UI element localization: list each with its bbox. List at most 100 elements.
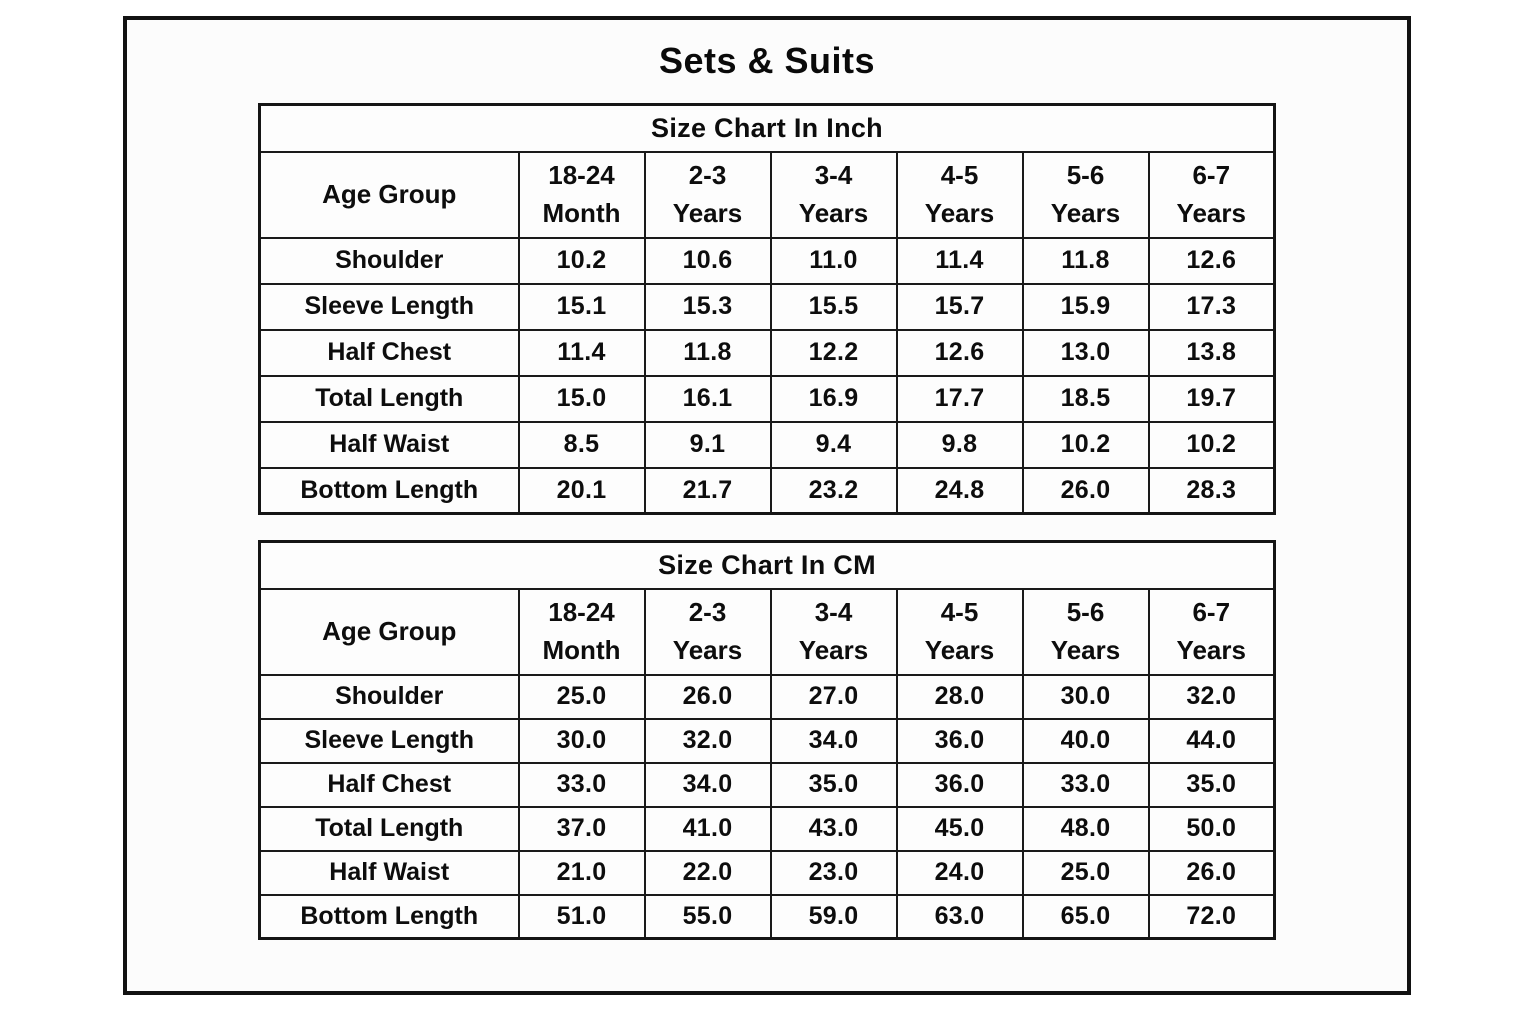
table-row: Sleeve Length 30.0 32.0 34.0 36.0 40.0 44.0 (258, 717, 1276, 764)
row-label: Total Length (258, 374, 520, 423)
value-cell: 40.0 (1021, 717, 1150, 764)
value-cell: 34.0 (769, 717, 898, 764)
table-row: Shoulder 25.0 26.0 27.0 28.0 30.0 32.0 (258, 673, 1276, 720)
value-cell: 9.4 (769, 420, 898, 469)
column-header: 4-5 Years (895, 150, 1024, 239)
value-cell: 17.7 (895, 374, 1024, 423)
value-cell: 33.0 (1021, 761, 1150, 808)
column-header: 2-3 Years (643, 587, 772, 676)
value-cell: 51.0 (517, 893, 646, 940)
column-header: 5-6 Years (1021, 587, 1150, 676)
value-cell: 36.0 (895, 717, 1024, 764)
value-cell: 20.1 (517, 466, 646, 515)
column-header-row: Age Group 18-24 Month 2-3 Years 3-4 Years 4-… (258, 150, 1276, 239)
value-cell: 21.0 (517, 849, 646, 896)
value-cell: 35.0 (1147, 761, 1276, 808)
value-cell: 15.9 (1021, 282, 1150, 331)
row-label: Shoulder (258, 236, 520, 285)
value-cell: 65.0 (1021, 893, 1150, 940)
table-row: Bottom Length 51.0 55.0 59.0 63.0 65.0 72.0 (258, 893, 1276, 940)
table-row: Shoulder 10.2 10.6 11.0 11.4 11.8 12.6 (258, 236, 1276, 285)
value-cell: 19.7 (1147, 374, 1276, 423)
value-cell: 25.0 (517, 673, 646, 720)
value-cell: 30.0 (1021, 673, 1150, 720)
column-header: 5-6 Years (1021, 150, 1150, 239)
column-header: 4-5 Years (895, 587, 1024, 676)
value-cell: 37.0 (517, 805, 646, 852)
value-cell: 63.0 (895, 893, 1024, 940)
value-cell: 24.0 (895, 849, 1024, 896)
value-cell: 27.0 (769, 673, 898, 720)
table-row: Half Waist 8.5 9.1 9.4 9.8 10.2 10.2 (258, 420, 1276, 469)
value-cell: 13.0 (1021, 328, 1150, 377)
row-label: Half Chest (258, 328, 520, 377)
value-cell: 12.6 (895, 328, 1024, 377)
column-header: 6-7 Years (1147, 587, 1276, 676)
row-label: Shoulder (258, 673, 520, 720)
value-cell: 15.7 (895, 282, 1024, 331)
value-cell: 35.0 (769, 761, 898, 808)
value-cell: 16.9 (769, 374, 898, 423)
value-cell: 26.0 (643, 673, 772, 720)
value-cell: 11.4 (895, 236, 1024, 285)
value-cell: 23.2 (769, 466, 898, 515)
value-cell: 30.0 (517, 717, 646, 764)
value-cell: 48.0 (1021, 805, 1150, 852)
value-cell: 21.7 (643, 466, 772, 515)
value-cell: 25.0 (1021, 849, 1150, 896)
column-header: 2-3 Years (643, 150, 772, 239)
value-cell: 9.8 (895, 420, 1024, 469)
value-cell: 8.5 (517, 420, 646, 469)
row-label: Bottom Length (258, 466, 520, 515)
value-cell: 43.0 (769, 805, 898, 852)
value-cell: 15.3 (643, 282, 772, 331)
value-cell: 11.8 (643, 328, 772, 377)
column-header-age-group: Age Group (258, 150, 520, 239)
value-cell: 12.2 (769, 328, 898, 377)
value-cell: 15.1 (517, 282, 646, 331)
table-row: Half Chest 11.4 11.8 12.2 12.6 13.0 13.8 (258, 328, 1276, 377)
table-title-row: Size Chart In Inch (258, 103, 1276, 153)
value-cell: 18.5 (1021, 374, 1150, 423)
table-title-row: Size Chart In CM (258, 540, 1276, 590)
value-cell: 55.0 (643, 893, 772, 940)
value-cell: 12.6 (1147, 236, 1276, 285)
column-header: 3-4 Years (769, 150, 898, 239)
value-cell: 34.0 (643, 761, 772, 808)
value-cell: 26.0 (1147, 849, 1276, 896)
column-header: 3-4 Years (769, 587, 898, 676)
page-title: Sets & Suits (658, 40, 876, 81)
value-cell: 15.5 (769, 282, 898, 331)
row-label: Sleeve Length (258, 717, 520, 764)
row-label: Half Chest (258, 761, 520, 808)
value-cell: 11.8 (1021, 236, 1150, 285)
table-row: Half Waist 21.0 22.0 23.0 24.0 25.0 26.0 (258, 849, 1276, 896)
value-cell: 17.3 (1147, 282, 1276, 331)
row-label: Sleeve Length (258, 282, 520, 331)
table-title: Size Chart In Inch (258, 103, 1276, 153)
value-cell: 28.3 (1147, 466, 1276, 515)
value-cell: 32.0 (643, 717, 772, 764)
value-cell: 24.8 (895, 466, 1024, 515)
value-cell: 23.0 (769, 849, 898, 896)
value-cell: 13.8 (1147, 328, 1276, 377)
size-chart-inch-table: Size Chart In Inch Age Group 18-24 Month 2-… (258, 103, 1276, 515)
table-title: Size Chart In CM (258, 540, 1276, 590)
value-cell: 36.0 (895, 761, 1024, 808)
row-label: Total Length (258, 805, 520, 852)
value-cell: 10.2 (1147, 420, 1276, 469)
value-cell: 59.0 (769, 893, 898, 940)
value-cell: 50.0 (1147, 805, 1276, 852)
value-cell: 16.1 (643, 374, 772, 423)
value-cell: 10.6 (643, 236, 772, 285)
value-cell: 28.0 (895, 673, 1024, 720)
value-cell: 11.0 (769, 236, 898, 285)
column-header: 6-7 Years (1147, 150, 1276, 239)
table-row: Half Chest 33.0 34.0 35.0 36.0 33.0 35.0 (258, 761, 1276, 808)
value-cell: 10.2 (517, 236, 646, 285)
column-header: 18-24 Month (517, 587, 646, 676)
value-cell: 33.0 (517, 761, 646, 808)
table-row: Total Length 37.0 41.0 43.0 45.0 48.0 50.0 (258, 805, 1276, 852)
value-cell: 72.0 (1147, 893, 1276, 940)
row-label: Bottom Length (258, 893, 520, 940)
